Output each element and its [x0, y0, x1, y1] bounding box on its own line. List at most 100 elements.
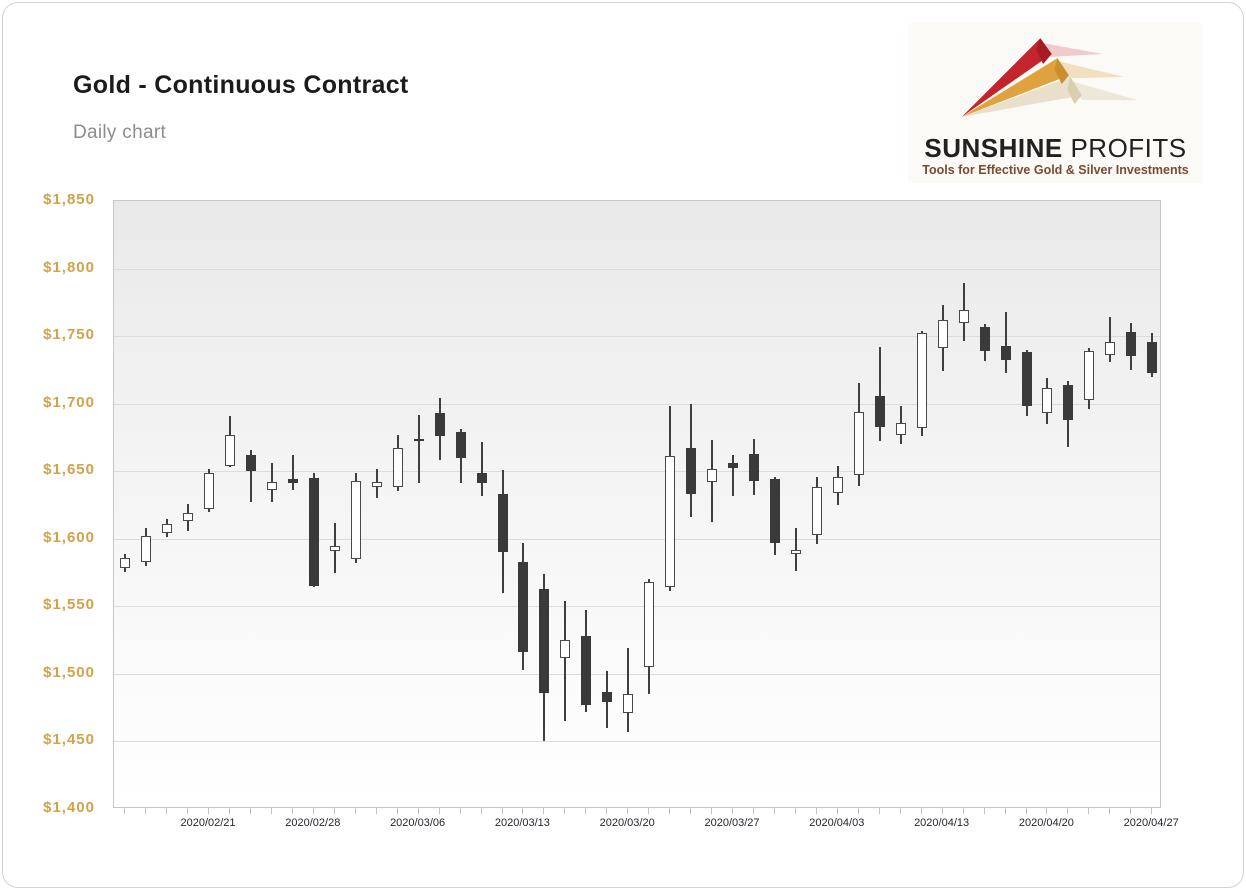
candle-2020/03/16: [539, 588, 550, 693]
x-axis-tick: [166, 808, 168, 814]
candle-2020/02/21: [204, 472, 214, 510]
candle-2020/02/28: [308, 478, 319, 587]
x-axis-tick: [459, 808, 461, 814]
brand-logo: SUNSHINE PROFITS Tools for Effective Gol…: [908, 23, 1203, 183]
candle-2020/03/26: [707, 468, 718, 482]
candle-2020/04/17: [1021, 352, 1032, 407]
candle-2020/03/25: [686, 448, 697, 495]
x-axis-tick: [333, 808, 335, 814]
chart-subtitle: Daily chart: [73, 122, 167, 143]
x-axis-tick: [815, 808, 817, 814]
x-axis-tick: [417, 808, 419, 814]
x-axis-tick: [187, 808, 189, 814]
x-axis-tick: [229, 808, 230, 814]
candle-2020/04/06: [853, 411, 864, 476]
candle-wick: [1004, 311, 1007, 373]
x-axis-tick: [480, 808, 482, 814]
x-axis-tick: [501, 808, 503, 814]
candle-2020/04/21: [1063, 384, 1074, 420]
y-axis-label: $1,550: [43, 596, 95, 614]
candle-2020/04/14: [958, 310, 969, 323]
candle-2020/02/20: [183, 513, 194, 522]
y-axis-label: $1,450: [43, 731, 95, 749]
candle-2020/04/07: [874, 395, 885, 427]
candle-2020/04/24: [1126, 332, 1137, 357]
candle-2020/03/03: [350, 480, 361, 560]
x-axis-tick: [543, 808, 545, 814]
candle-2020/03/18: [581, 636, 592, 705]
y-axis-label: $1,650: [43, 461, 95, 479]
candle-2020/04/20: [1042, 387, 1053, 414]
candle-wick: [732, 455, 734, 496]
x-axis-tick: [836, 808, 838, 814]
candle-wick: [480, 441, 483, 496]
x-axis-tick: [627, 808, 629, 814]
candle-2020/03/19: [602, 691, 613, 703]
gridline: [114, 673, 1160, 675]
candle-2020/02/24: [225, 434, 235, 466]
candle-2020/03/24: [665, 456, 676, 588]
x-axis-tick: [794, 808, 796, 814]
x-axis-tick: [522, 808, 524, 814]
x-axis-tick: [857, 808, 859, 814]
candlestick-chart: [113, 200, 1161, 808]
candle-2020/02/26: [266, 482, 277, 491]
y-axis-label: $1,700: [43, 393, 95, 411]
x-axis-tick: [899, 808, 901, 814]
logo-tagline: Tools for Effective Gold & Silver Invest…: [922, 163, 1189, 177]
candle-2020/03/12: [497, 494, 508, 553]
candle-2020/03/06: [413, 438, 424, 442]
candle-2020/04/09: [916, 333, 927, 428]
candle-wick: [1109, 317, 1112, 362]
x-axis-label: 2020/04/03: [809, 817, 865, 829]
candle-2020/03/13: [518, 561, 529, 653]
x-axis-tick: [648, 808, 650, 814]
candle-2020/03/17: [560, 640, 571, 658]
x-axis-tick: [941, 808, 943, 814]
candle-2020/03/30: [749, 453, 759, 481]
x-axis-tick: [564, 808, 566, 814]
x-axis-tick: [732, 808, 733, 814]
logo-arrows-icon: [961, 38, 1139, 117]
x-axis-tick: [354, 808, 356, 814]
candle-2020/04/08: [895, 422, 906, 435]
gridline: [114, 741, 1160, 743]
gridline: [114, 336, 1160, 338]
candle-2020/03/20: [623, 694, 634, 714]
candle-wick: [291, 455, 294, 491]
candle-wick: [417, 414, 420, 484]
candle-2020/03/27: [728, 463, 738, 469]
x-axis-label: 2020/02/21: [180, 817, 236, 829]
candle-2020/04/15: [979, 326, 990, 351]
x-axis-label: 2020/04/27: [1123, 817, 1179, 829]
candle-2020/04/13: [937, 319, 948, 349]
chart-title: Gold - Continuous Contract: [73, 71, 409, 99]
candle-2020/03/10: [455, 432, 466, 458]
candle-wick: [564, 600, 567, 722]
candle-wick: [250, 449, 252, 503]
x-axis-tick: [145, 808, 147, 814]
candle-2020/02/17: [120, 557, 131, 569]
candle-2020/03/31: [770, 479, 780, 543]
x-axis-tick: [606, 808, 608, 814]
x-axis-tick: [1025, 808, 1027, 814]
candle-2020/03/23: [644, 582, 655, 668]
x-axis-tick: [312, 808, 314, 814]
candle-2020/04/27: [1147, 341, 1158, 373]
candle-2020/03/09: [434, 413, 445, 437]
x-axis-tick: [124, 808, 126, 814]
x-axis-tick: [711, 808, 713, 814]
y-axis-label: $1,600: [43, 528, 95, 546]
candle-wick: [878, 346, 881, 442]
candle-2020/02/25: [246, 455, 256, 472]
x-axis-tick: [1109, 808, 1111, 814]
candle-2020/03/04: [371, 482, 382, 488]
candle-2020/02/19: [162, 523, 173, 534]
x-axis-tick: [983, 808, 985, 814]
x-axis-tick: [1046, 808, 1048, 814]
gridline: [114, 606, 1160, 608]
y-axis-label: $1,800: [43, 258, 95, 276]
y-axis-label: $1,400: [43, 799, 95, 816]
x-axis-tick: [375, 808, 377, 814]
x-axis-label: 2020/03/27: [704, 817, 760, 829]
